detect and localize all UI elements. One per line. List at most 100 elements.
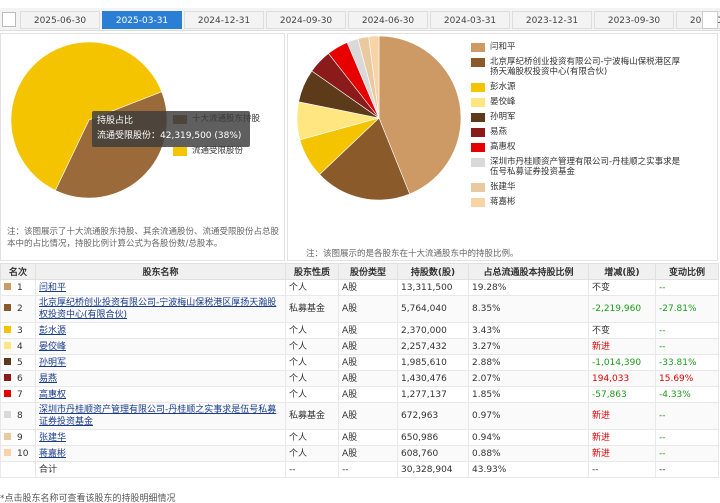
cell: 13,311,500 [397,279,469,296]
date-tab[interactable]: 2023-09-30 [594,11,674,29]
legend-label: 张建华 [490,182,516,192]
color-swatch [4,448,11,456]
next-button[interactable] [702,11,718,29]
legend: 闫和平北京厚纪桥创业投资有限公司-宁波梅山保税港区厚扬天瀚股权投资中心(有限合伙… [471,42,686,207]
legend-swatch [471,143,485,152]
table-row: 10 蒋嘉彬 个人 A股 608,760 0.88% 新进 -- [0,445,719,462]
cell: 650,986 [397,429,469,446]
cell: 43.93% [468,461,589,478]
holders-table: 名次 股东名称 股东性质 股份类型 持股数(股) 占总流通股本持股比例 增减(股) 变动比例 1… [0,263,719,478]
cell: A股 [338,370,398,387]
cell: 19.28% [468,279,589,296]
cell: 私募基金 [285,295,339,323]
cell: 6 [0,370,36,387]
cell: 个人 [285,429,339,446]
table-row: 5 孙明军 个人 A股 1,985,610 2.88% -1,014,390 -33.81% [0,354,719,371]
date-tab[interactable]: 2025-03-31 [102,11,182,29]
legend-item: 闫和平 [471,42,686,52]
rank: 6 [17,373,23,384]
cell: 3.43% [468,322,589,339]
date-tab[interactable]: 2023-12-31 [512,11,592,29]
legend-item: 晏佼峰 [471,97,686,107]
table-row: 8 深圳市丹桂顺资产管理有限公司-丹桂顺之实事求是伍号私募证券投资基金 私募基金 A股… [0,402,719,430]
color-swatch [4,304,11,311]
total-row: 合计 -- -- 30,328,904 43.93% -- -- [0,461,719,478]
legend-swatch [471,158,485,167]
tooltip: 持股占比 流通受限股份：42,319,500 (38%) [92,111,250,147]
legend-label: 闫和平 [490,42,516,52]
date-tab[interactable]: 2024-03-31 [430,11,510,29]
total-label: 合计 [35,461,286,478]
cell: 0.88% [468,445,589,462]
cell: 2,370,000 [397,322,469,339]
rank: 3 [17,325,23,336]
color-swatch [4,389,11,397]
cell: A股 [338,295,398,323]
rank: 4 [17,341,23,352]
date-tab[interactable]: 2024-06-30 [348,11,428,29]
table-row: 6 易燕 个人 A股 1,430,476 2.07% 194,033 15.69% [0,370,719,387]
cell: 5,764,040 [397,295,469,323]
cell: -1,014,390 [588,354,656,371]
cell: 2.07% [468,370,589,387]
cell: 个人 [285,445,339,462]
cell: 个人 [285,338,339,355]
column-header: 变动比例 [655,263,719,280]
cell: 新进 [588,445,656,462]
cell: 1,277,137 [397,386,469,403]
cell: 个人 [285,354,339,371]
cell [0,461,36,478]
cell: 1,985,610 [397,354,469,371]
rank: 2 [17,304,23,314]
rank: 10 [17,448,29,459]
date-tab[interactable]: 2024-12-31 [184,11,264,29]
holder-name[interactable]: 晏佼峰 [35,338,286,355]
cell: 7 [0,386,36,403]
cell: 新进 [588,402,656,430]
rank: 1 [17,282,23,293]
cell: 1 [0,279,36,296]
legend-item: 深圳市丹桂顺资产管理有限公司-丹桂顺之实事求是伍号私募证券投资基金 [471,157,686,177]
holder-name[interactable]: 深圳市丹桂顺资产管理有限公司-丹桂顺之实事求是伍号私募证券投资基金 [35,402,286,430]
rank: 5 [17,357,23,368]
legend-swatch [471,128,485,137]
holder-name[interactable]: 易燕 [35,370,286,387]
tooltip-title: 持股占比 [97,116,134,126]
cell: -- [655,402,719,430]
legend-label: 孙明军 [490,112,516,122]
cell: 私募基金 [285,402,339,430]
rank: 8 [17,411,23,421]
table-row: 9 张建华 个人 A股 650,986 0.94% 新进 -- [0,429,719,446]
column-header: 股份类型 [338,263,398,280]
cell: -- [338,461,398,478]
cell: -- [655,461,719,478]
rank: 9 [17,432,23,443]
cell: 9 [0,429,36,446]
cell: 672,963 [397,402,469,430]
color-swatch [4,411,11,418]
holder-name[interactable]: 北京厚纪桥创业投资有限公司-宁波梅山保税港区厚扬天瀚股权投资中心(有限合伙) [35,295,286,323]
holder-name[interactable]: 张建华 [35,429,286,446]
holder-name[interactable]: 高惠权 [35,386,286,403]
date-tab[interactable]: 2024-09-30 [266,11,346,29]
cell: 3.27% [468,338,589,355]
column-header: 名次 [0,263,36,280]
holder-name[interactable]: 孙明军 [35,354,286,371]
table-row: 2 北京厚纪桥创业投资有限公司-宁波梅山保税港区厚扬天瀚股权投资中心(有限合伙) 私… [0,295,719,323]
note: 注：该图展示的是各股东在十大流通股东中的持股比例。 [306,249,519,259]
cell: A股 [338,402,398,430]
right-panel: 闫和平北京厚纪桥创业投资有限公司-宁波梅山保税港区厚扬天瀚股权投资中心(有限合伙… [287,33,718,261]
footer: *点击股东名称可查看该股东的持股明细情况 [0,494,176,503]
tooltip-text: 流通受限股份：42,319,500 (38%) [97,131,242,141]
legend-label: 北京厚纪桥创业投资有限公司-宁波梅山保税港区厚扬天瀚股权投资中心(有限合伙) [490,57,681,77]
holder-name[interactable]: 蒋嘉彬 [35,445,286,462]
legend-item: 孙明军 [471,112,686,122]
column-header: 增减(股) [588,263,656,280]
holder-name[interactable]: 彭水源 [35,322,286,339]
rank: 7 [17,389,23,400]
date-tab[interactable]: 2025-06-30 [20,11,100,29]
cell: 不变 [588,279,656,296]
legend-label: 晏佼峰 [490,97,516,107]
cell: -2,219,960 [588,295,656,323]
holder-name[interactable]: 闫和平 [35,279,286,296]
